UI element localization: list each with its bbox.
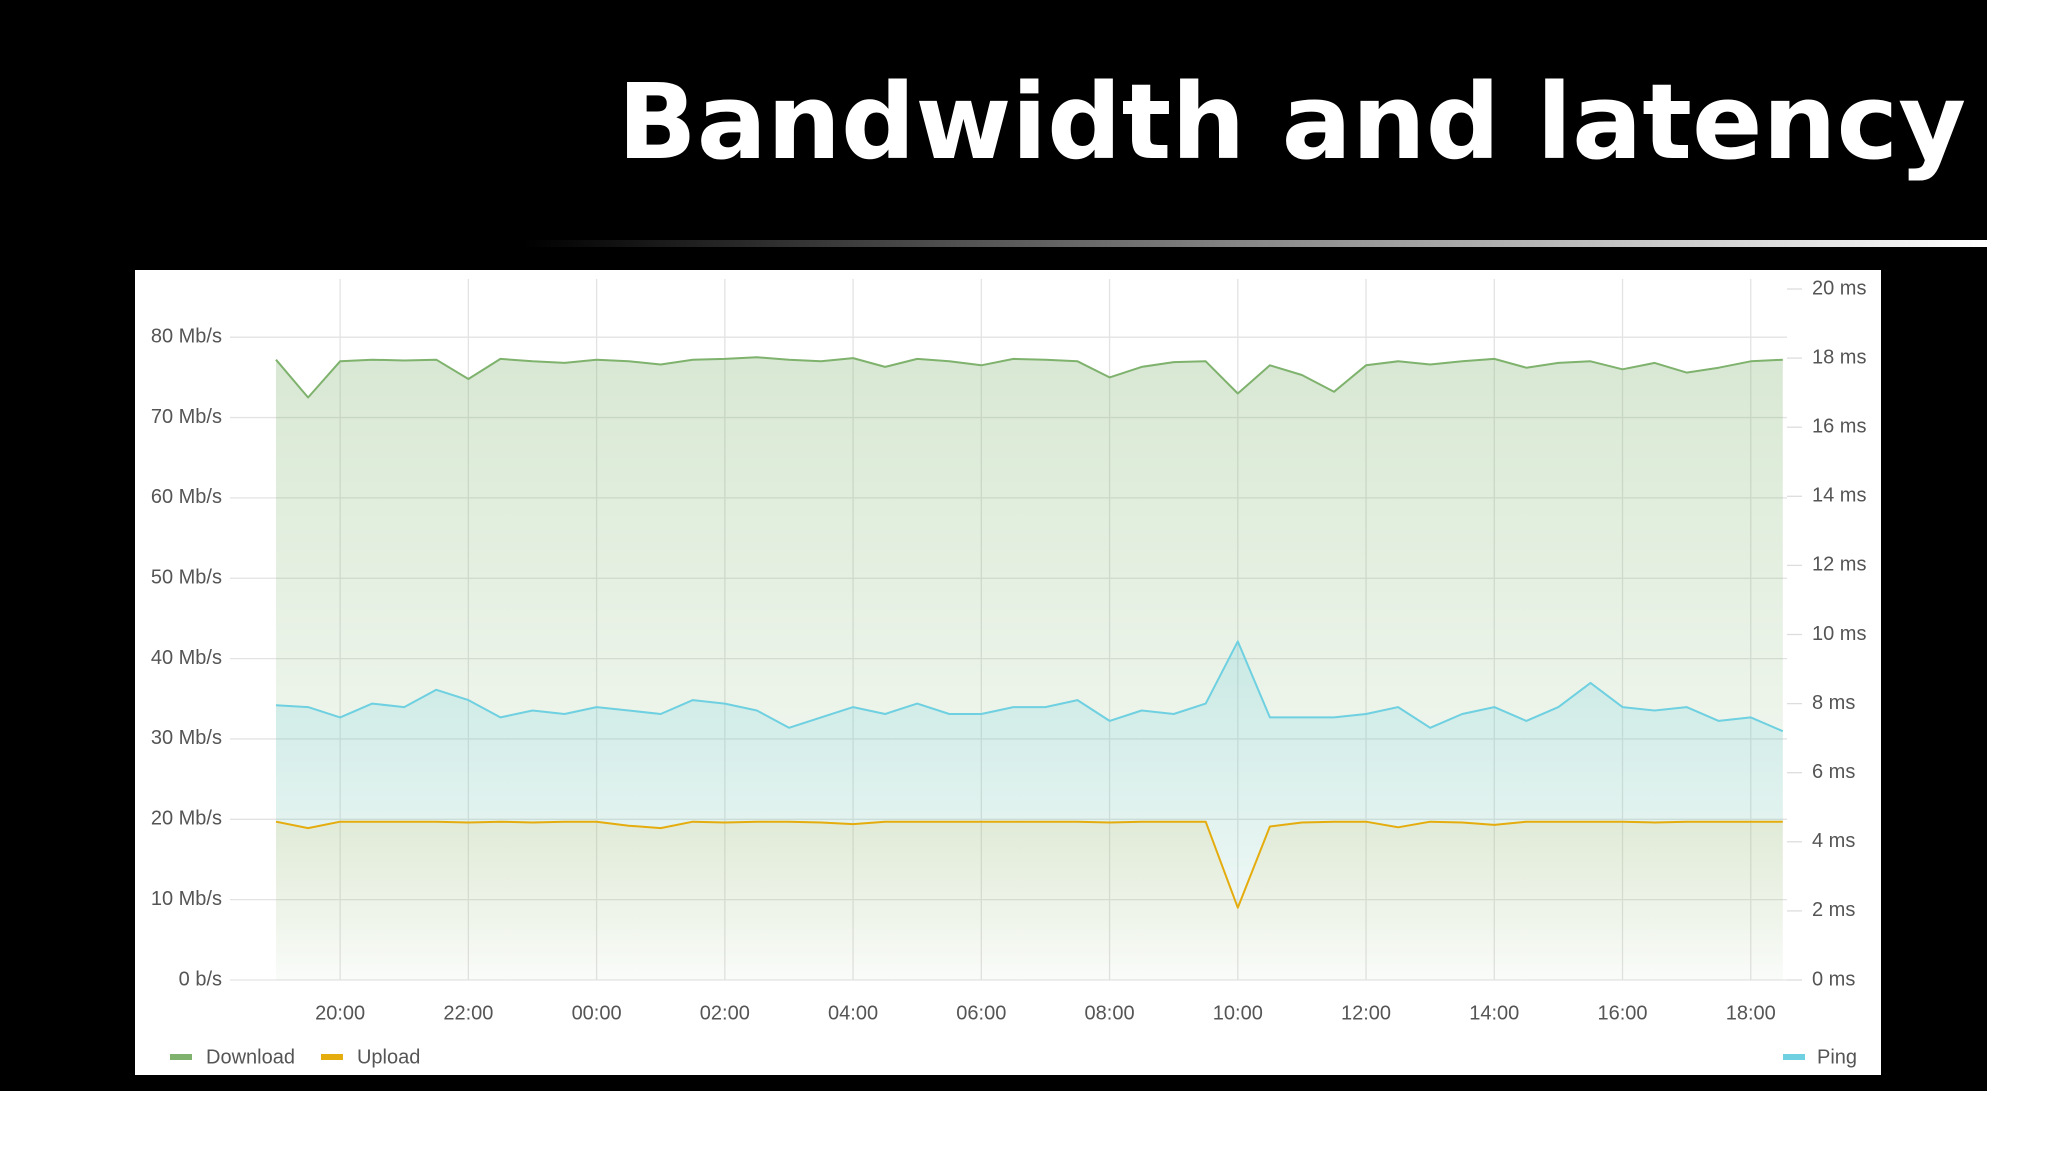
legend-swatch bbox=[320, 1054, 343, 1060]
x-tick-label: 22:00 bbox=[443, 1002, 493, 1024]
y2-tick-label: 10 ms bbox=[1812, 623, 1866, 645]
y2-tick-label: 6 ms bbox=[1812, 761, 1855, 783]
title-rule bbox=[522, 240, 1987, 247]
y-tick-label: 0 b/s bbox=[179, 968, 222, 990]
y-tick-label: 10 Mb/s bbox=[151, 888, 222, 910]
y2-tick-label: 12 ms bbox=[1812, 554, 1866, 576]
x-tick-label: 02:00 bbox=[700, 1002, 750, 1024]
x-tick-label: 00:00 bbox=[572, 1002, 622, 1024]
x-tick-label: 20:00 bbox=[315, 1002, 365, 1024]
x-tick-label: 06:00 bbox=[956, 1002, 1006, 1024]
y2-tick-label: 16 ms bbox=[1812, 415, 1866, 437]
y-tick-label: 80 Mb/s bbox=[151, 325, 222, 347]
legend-swatch bbox=[1783, 1054, 1805, 1060]
y-tick-label: 40 Mb/s bbox=[151, 647, 222, 669]
y2-tick-label: 8 ms bbox=[1812, 692, 1855, 714]
y-tick-label: 70 Mb/s bbox=[151, 406, 222, 428]
y-tick-label: 60 Mb/s bbox=[151, 486, 222, 508]
legend-item: Upload bbox=[320, 1046, 420, 1068]
x-tick-label: 18:00 bbox=[1726, 1002, 1776, 1024]
y2-tick-label: 0 ms bbox=[1812, 968, 1855, 990]
y2-tick-label: 18 ms bbox=[1812, 346, 1866, 368]
y2-tick-label: 14 ms bbox=[1812, 485, 1866, 507]
legend-item: Ping bbox=[1783, 1046, 1857, 1068]
legend-label: Upload bbox=[357, 1046, 420, 1068]
y-tick-label: 20 Mb/s bbox=[151, 808, 222, 830]
series-line bbox=[275, 356, 1783, 399]
y-tick-label: 50 Mb/s bbox=[151, 567, 222, 589]
area-fill bbox=[276, 641, 1783, 980]
x-tick-label: 12:00 bbox=[1341, 1002, 1391, 1024]
legend-label: Download bbox=[206, 1046, 295, 1068]
legend-item: Download bbox=[170, 1046, 295, 1068]
y-tick-label: 30 Mb/s bbox=[151, 727, 222, 749]
x-tick-label: 14:00 bbox=[1469, 1002, 1519, 1024]
series-line bbox=[275, 820, 1783, 909]
x-tick-label: 04:00 bbox=[828, 1002, 878, 1024]
y2-tick-label: 20 ms bbox=[1812, 277, 1866, 299]
x-tick-label: 08:00 bbox=[1085, 1002, 1135, 1024]
legend-swatch bbox=[170, 1054, 192, 1060]
slide-title: Bandwidth and latency bbox=[618, 61, 1967, 183]
y2-tick-label: 2 ms bbox=[1812, 899, 1855, 921]
x-tick-label: 16:00 bbox=[1597, 1002, 1647, 1024]
x-tick-label: 10:00 bbox=[1213, 1002, 1263, 1024]
legend-label: Ping bbox=[1817, 1046, 1857, 1068]
y2-tick-label: 4 ms bbox=[1812, 830, 1855, 852]
series-line bbox=[275, 640, 1784, 733]
chart: 0 b/s 10 Mb/s 20 Mb/s 30 Mb/s 40 Mb/s 50 Mb/s… bbox=[151, 277, 1867, 1068]
